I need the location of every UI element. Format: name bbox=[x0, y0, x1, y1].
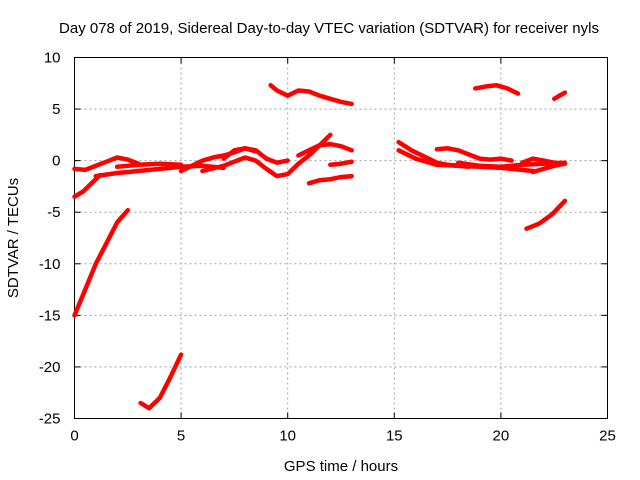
y-tick-label: 0 bbox=[52, 153, 60, 170]
plot-frame bbox=[74, 57, 608, 419]
series-arc-12 bbox=[306, 173, 354, 186]
series-arc-9 bbox=[221, 146, 290, 165]
y-tick-label: 10 bbox=[44, 50, 61, 67]
series-arc-13 bbox=[328, 159, 354, 168]
x-tick-label: 0 bbox=[70, 428, 78, 445]
series-arc-18 bbox=[473, 83, 521, 96]
chart-title: Day 078 of 2019, Sidereal Day-to-day VTE… bbox=[59, 20, 599, 37]
series-arc-2 bbox=[72, 172, 103, 199]
y-tick-label: -15 bbox=[39, 307, 61, 324]
y-tick-label: -25 bbox=[39, 411, 61, 428]
y-axis-label: SDTVAR / TECUs bbox=[5, 178, 22, 298]
x-tick-label: 20 bbox=[493, 428, 510, 445]
series-arc-5 bbox=[114, 161, 184, 170]
grid-layer bbox=[74, 57, 608, 419]
series-arc-11 bbox=[296, 141, 354, 158]
series-arc-21 bbox=[524, 198, 568, 231]
series-arc-20 bbox=[530, 161, 568, 175]
y-tick-label: -5 bbox=[47, 204, 60, 221]
x-tick-label: 5 bbox=[177, 428, 185, 445]
series-arc-6 bbox=[138, 352, 184, 411]
series-layer bbox=[72, 83, 568, 411]
series-arc-8 bbox=[200, 132, 333, 179]
series-arc-3 bbox=[72, 155, 141, 173]
series-arc-10 bbox=[268, 83, 354, 107]
tick-layer: 0 5 10 15 20 25 -25 -20 -15 -10 -5 0 5 10 bbox=[39, 50, 616, 445]
y-tick-label: -10 bbox=[39, 256, 61, 273]
series-arc-1 bbox=[72, 207, 131, 318]
x-tick-label: 25 bbox=[599, 428, 616, 445]
series-arc-16 bbox=[434, 146, 514, 163]
x-tick-label: 15 bbox=[386, 428, 403, 445]
x-axis-label: GPS time / hours bbox=[284, 458, 398, 475]
y-tick-label: 5 bbox=[52, 101, 60, 118]
x-tick-label: 10 bbox=[279, 428, 296, 445]
y-tick-label: -20 bbox=[39, 359, 61, 376]
series-arc-4 bbox=[93, 163, 226, 179]
series-arc-22 bbox=[551, 90, 568, 102]
